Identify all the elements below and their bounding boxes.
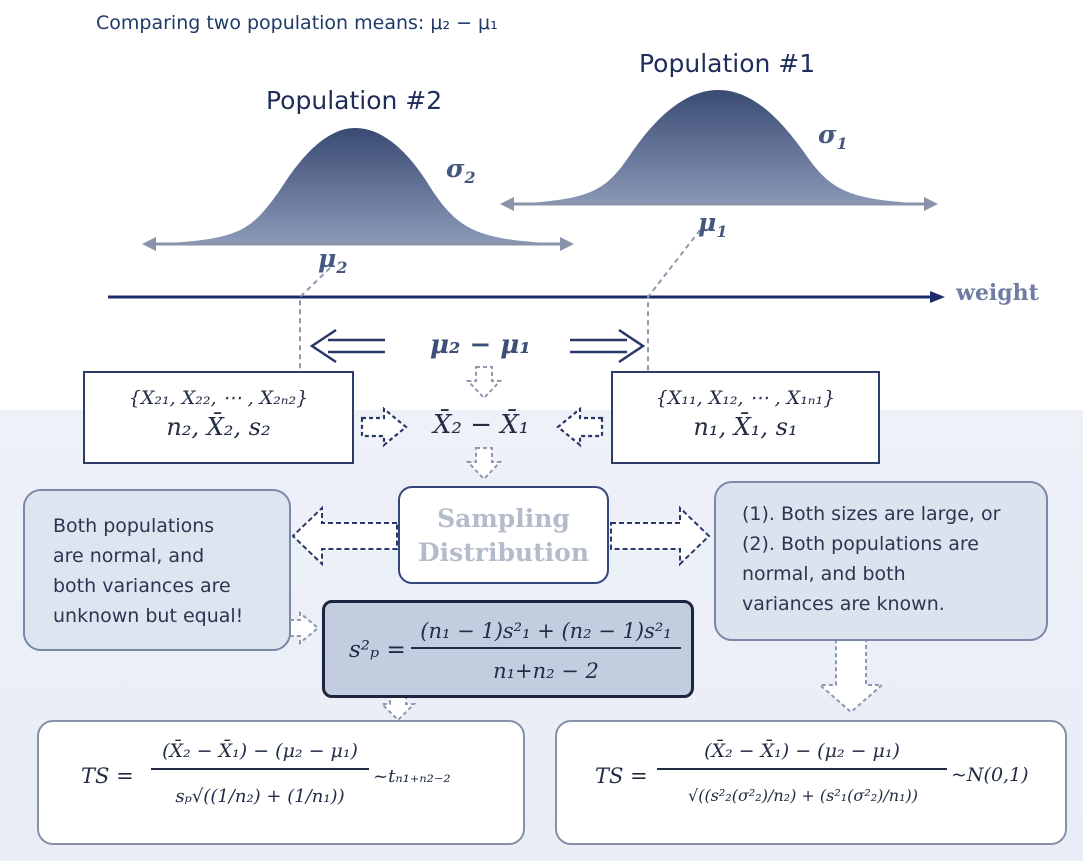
pooled-variance-denominator: n₁+n₂ − 2 <box>493 659 599 683</box>
right-condition-line: variances are known. <box>742 593 945 615</box>
mu1-guide <box>647 229 701 372</box>
population1-curve <box>510 90 930 204</box>
ts-right-distribution: ~N(0,1) <box>951 764 1029 786</box>
left-arrow-right-box <box>556 406 604 448</box>
axis-label: weight <box>956 280 1039 306</box>
right-condition-line: (2). Both populations are <box>742 533 979 555</box>
ts-left-numerator: (X̄₂ − X̄₁) − (μ₂ − μ₁) <box>151 740 369 770</box>
sample2-set: {X₂₁, X₂₂, ⋯ , X₂ₙ₂} <box>128 387 309 409</box>
down-arrow-4 <box>817 639 885 714</box>
ts-left-distribution: ~tₙ₁₊ₙ₂₋₂ <box>373 766 451 787</box>
left-condition-line: unknown but equal! <box>53 605 244 627</box>
ts-right-numerator: (X̄₂ − X̄₁) − (μ₂ − μ₁) <box>657 740 947 770</box>
population2-curve <box>150 128 565 244</box>
ts-left-lhs: TS = <box>81 764 134 788</box>
ts-left-denominator: sₚ√((1/n₂) + (1/n₁)) <box>175 786 345 807</box>
pooled-variance-box: s²ₚ = (n₁ − 1)s²₁ + (n₂ − 1)s²₁ n₁+n₂ − … <box>322 600 694 698</box>
right-condition-line: (1). Both sizes are large, or <box>742 503 1001 525</box>
right-arrow-left-box <box>360 406 408 448</box>
ts-left-box: TS = (X̄₂ − X̄₁) − (μ₂ − μ₁) sₚ√((1/n₂) … <box>37 720 525 845</box>
right-condition-line: normal, and both <box>742 563 906 585</box>
sample2-stats: n₂, X̄₂, s₂ <box>166 413 271 441</box>
population2-label: Population #2 <box>266 86 443 115</box>
left-condition-line: are normal, and <box>53 545 205 567</box>
down-arrow-1 <box>465 366 503 400</box>
sample1-set: {X₁₁, X₁₂, ⋯ , X₁ₙ₁} <box>655 387 836 409</box>
left-double-arrow <box>309 328 385 364</box>
sigma1-label: σ1 <box>818 120 848 153</box>
ts-right-lhs: TS = <box>595 764 648 788</box>
sigma2-label: σ2 <box>446 154 476 187</box>
down-arrow-2 <box>465 447 503 481</box>
sample1-box: {X₁₁, X₁₂, ⋯ , X₁ₙ₁} n₁, X̄₁, s₁ <box>611 371 880 464</box>
mu2-guide <box>299 267 331 372</box>
ts-right-denominator: √((s²₂(σ²₂)/n₂) + (s²₁(σ²₂)/n₁)) <box>688 786 918 805</box>
distribution-label: Distribution <box>417 538 590 567</box>
sampling-distribution-box: Sampling Distribution <box>398 486 609 584</box>
population1-label: Population #1 <box>639 49 816 78</box>
sample1-stats: n₁, X̄₁, s₁ <box>693 413 798 441</box>
left-big-arrow <box>291 505 398 567</box>
sampling-label: Sampling <box>437 504 570 533</box>
right-condition-box: (1). Both sizes are large, or (2). Both … <box>714 481 1048 641</box>
pooled-variance-numerator: (n₁ − 1)s²₁ + (n₂ − 1)s²₁ <box>411 619 681 649</box>
pooled-variance-lhs: s²ₚ = <box>349 637 406 663</box>
mu2-label: μ2 <box>318 244 348 277</box>
sample2-box: {X₂₁, X₂₂, ⋯ , X₂ₙ₂} n₂, X̄₂, s₂ <box>83 371 354 464</box>
right-double-arrow <box>570 328 646 364</box>
mu1-label: μ1 <box>698 208 728 241</box>
center-statistic: X̄₂ − X̄₁ <box>433 410 530 440</box>
left-condition-box: Both populations are normal, and both va… <box>23 489 291 651</box>
page-title: Comparing two population means: μ₂ − μ₁ <box>96 12 498 34</box>
ts-right-box: TS = (X̄₂ − X̄₁) − (μ₂ − μ₁) √((s²₂(σ²₂)… <box>555 720 1067 845</box>
mean-difference: μ₂ − μ₁ <box>430 330 531 360</box>
left-condition-line: both variances are <box>53 575 231 597</box>
left-condition-line: Both populations <box>53 515 215 537</box>
right-big-arrow <box>610 505 711 567</box>
